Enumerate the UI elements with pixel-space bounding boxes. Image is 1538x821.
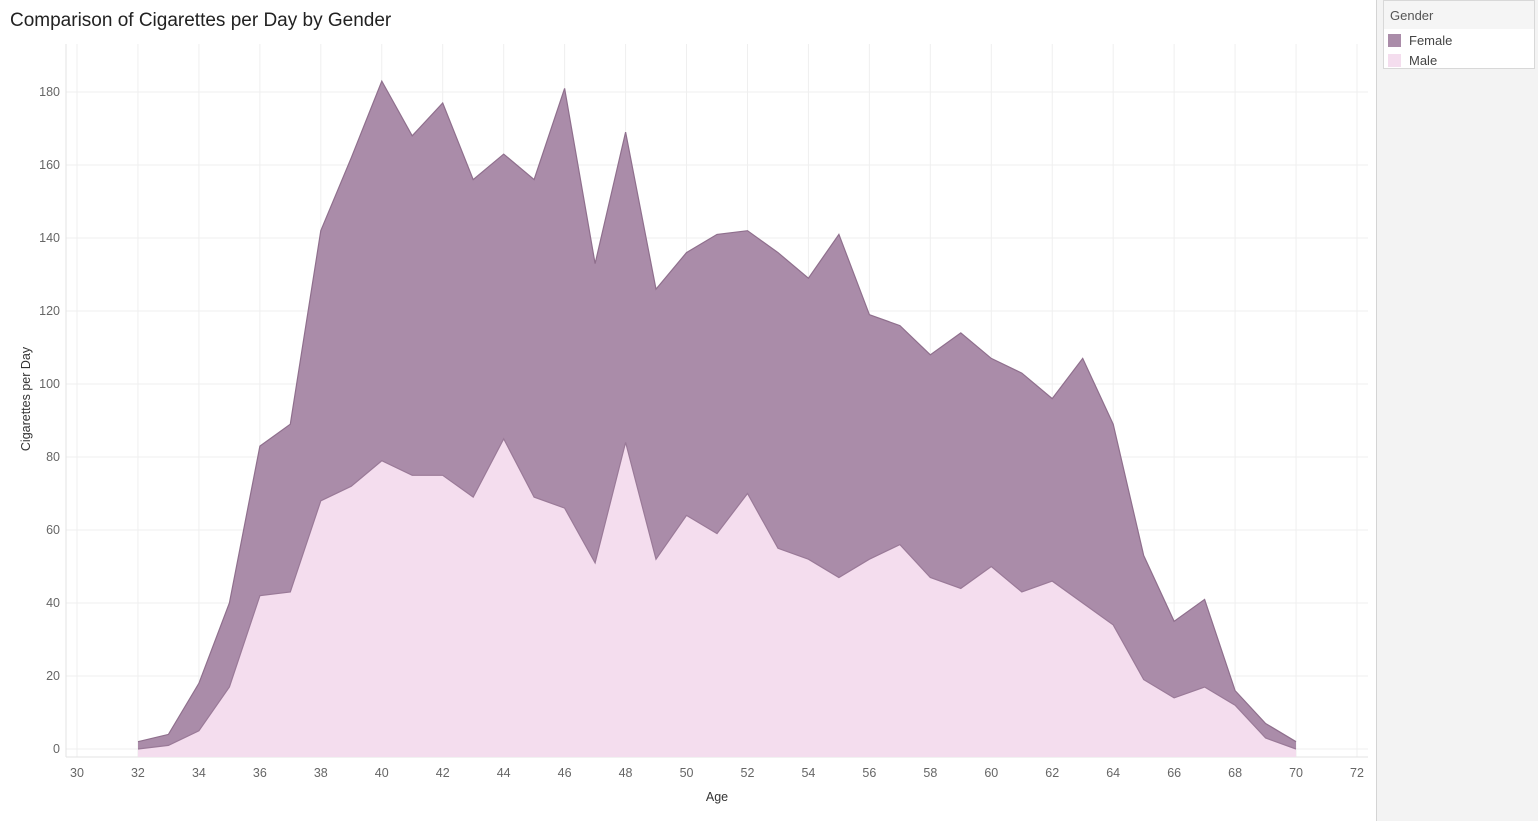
y-tick-label: 80: [46, 450, 60, 464]
legend[interactable]: Gender Female Male: [1383, 0, 1535, 69]
x-tick-label: 64: [1106, 766, 1120, 780]
x-tick-label: 68: [1228, 766, 1242, 780]
y-tick-label: 0: [53, 742, 60, 756]
x-tick-label: 62: [1045, 766, 1059, 780]
legend-swatch-female: [1388, 33, 1401, 47]
chart-title: Comparison of Cigarettes per Day by Gend…: [10, 10, 392, 31]
y-tick-label: 20: [46, 669, 60, 683]
x-tick-label: 66: [1167, 766, 1181, 780]
x-tick-label: 36: [253, 766, 267, 780]
x-tick-label: 52: [741, 766, 755, 780]
line-male: [137, 437, 1297, 750]
y-axis-title: Cigarettes per Day: [19, 346, 33, 451]
x-tick-label: 58: [923, 766, 937, 780]
x-tick-label: 34: [192, 766, 206, 780]
x-axis-title: Age: [706, 790, 728, 804]
legend-header: [1384, 1, 1534, 29]
x-tick-label: 48: [619, 766, 633, 780]
area-male[interactable]: [138, 438, 1296, 757]
y-tick-label: 120: [39, 304, 60, 318]
x-tick-label: 56: [862, 766, 876, 780]
legend-title: Gender: [1390, 8, 1434, 23]
y-tick-label: 160: [39, 158, 60, 172]
x-tick-label: 42: [436, 766, 450, 780]
side-panel: [1376, 0, 1538, 821]
y-tick-label: 100: [39, 377, 60, 391]
area-chart: 0 20 40 60 80 100 120 140 160 180 30 32 34 36 38 40 42 44…: [19, 44, 1368, 804]
x-tick-label: 30: [70, 766, 84, 780]
line-female: [137, 79, 1297, 743]
legend-item-female[interactable]: Female: [1388, 31, 1452, 49]
y-tick-label: 40: [46, 596, 60, 610]
legend-label-male: Male: [1409, 52, 1438, 68]
x-tick-label: 44: [497, 766, 511, 780]
area-female[interactable]: [138, 81, 1296, 750]
x-tick-label: 72: [1350, 766, 1364, 780]
x-tick-label: 54: [801, 766, 815, 780]
x-tick-label: 32: [131, 766, 145, 780]
y-tick-label: 140: [39, 231, 60, 245]
x-tick-label: 46: [558, 766, 572, 780]
x-tick-label: 38: [314, 766, 328, 780]
x-tick-label: 50: [680, 766, 694, 780]
y-tick-label: 180: [39, 85, 60, 99]
x-tick-label: 40: [375, 766, 389, 780]
legend-item-male[interactable]: Male: [1388, 51, 1437, 69]
y-tick-label: 60: [46, 523, 60, 537]
x-tick-label: 70: [1289, 766, 1303, 780]
legend-swatch-male: [1388, 53, 1401, 67]
legend-label-female: Female: [1409, 32, 1453, 48]
x-tick-label: 60: [984, 766, 998, 780]
